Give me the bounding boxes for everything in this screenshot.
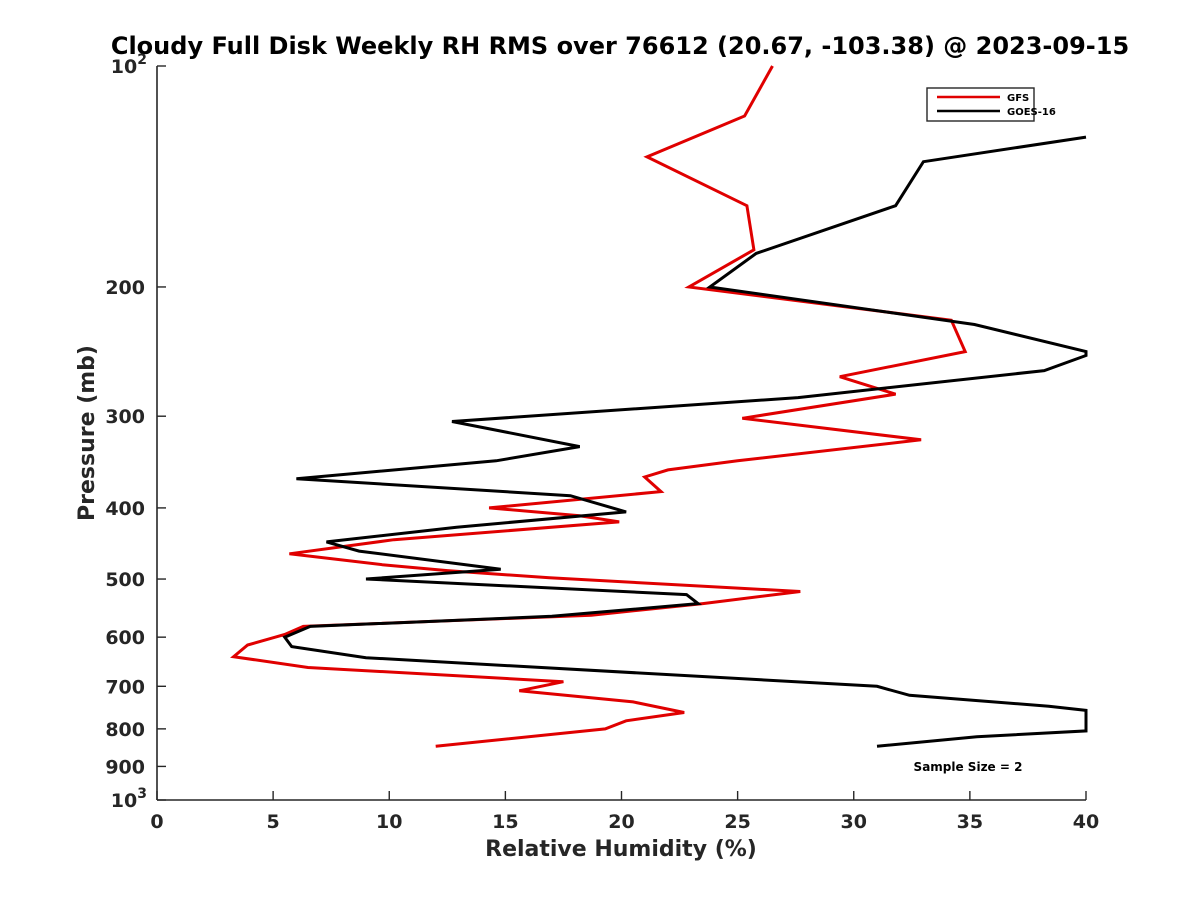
y-tick-label: 102: [111, 52, 147, 78]
x-tick-label: 10: [376, 811, 402, 833]
y-tick-label: 200: [105, 277, 145, 299]
y-tick-base: 10: [111, 56, 137, 78]
y-tick-exponent: 2: [137, 52, 147, 68]
y-tick-label: 700: [105, 676, 145, 698]
y-tick-label: 300: [105, 406, 145, 428]
x-tick-label: 15: [492, 811, 518, 833]
y-tick-label: 600: [105, 627, 145, 649]
x-tick-label: 0: [150, 811, 163, 833]
x-tick-label: 20: [608, 811, 634, 833]
y-tick-exponent: 3: [137, 786, 147, 802]
axes: 0 5 10 15 20 25 30 35 40102200300400500600700800…: [105, 52, 1099, 833]
y-tick-label: 500: [105, 569, 145, 591]
legend-label-goes-16: GOES-16: [1007, 107, 1056, 118]
y-tick-label: 103: [111, 786, 147, 812]
y-tick-label: 400: [105, 498, 145, 520]
goes-16-line: [282, 135, 1088, 748]
legend-label-gfs: GFS: [1007, 93, 1029, 104]
x-axis-label: Relative Humidity (%): [485, 837, 757, 862]
y-tick-label: 800: [105, 719, 145, 741]
x-tick-label: 5: [267, 811, 280, 833]
series-layer: [230, 65, 1088, 748]
x-tick-label: 25: [724, 811, 750, 833]
legend: GFS GOES-16: [926, 87, 1056, 122]
sample-size-note: Sample Size = 2: [914, 760, 1023, 774]
y-tick-label: 900: [105, 756, 145, 778]
gfs-line: [230, 65, 968, 748]
plot-area: 0 5 10 15 20 25 30 35 40102200300400500600700800…: [105, 52, 1099, 833]
x-tick-label: 30: [841, 811, 867, 833]
legend-box: [926, 87, 1035, 122]
x-tick-label: 40: [1073, 811, 1099, 833]
y-axis-label: Pressure (mb): [75, 345, 100, 521]
x-tick-label: 35: [957, 811, 983, 833]
chart-title: Cloudy Full Disk Weekly RH RMS over 7661…: [111, 32, 1129, 60]
y-tick-base: 10: [111, 790, 137, 812]
